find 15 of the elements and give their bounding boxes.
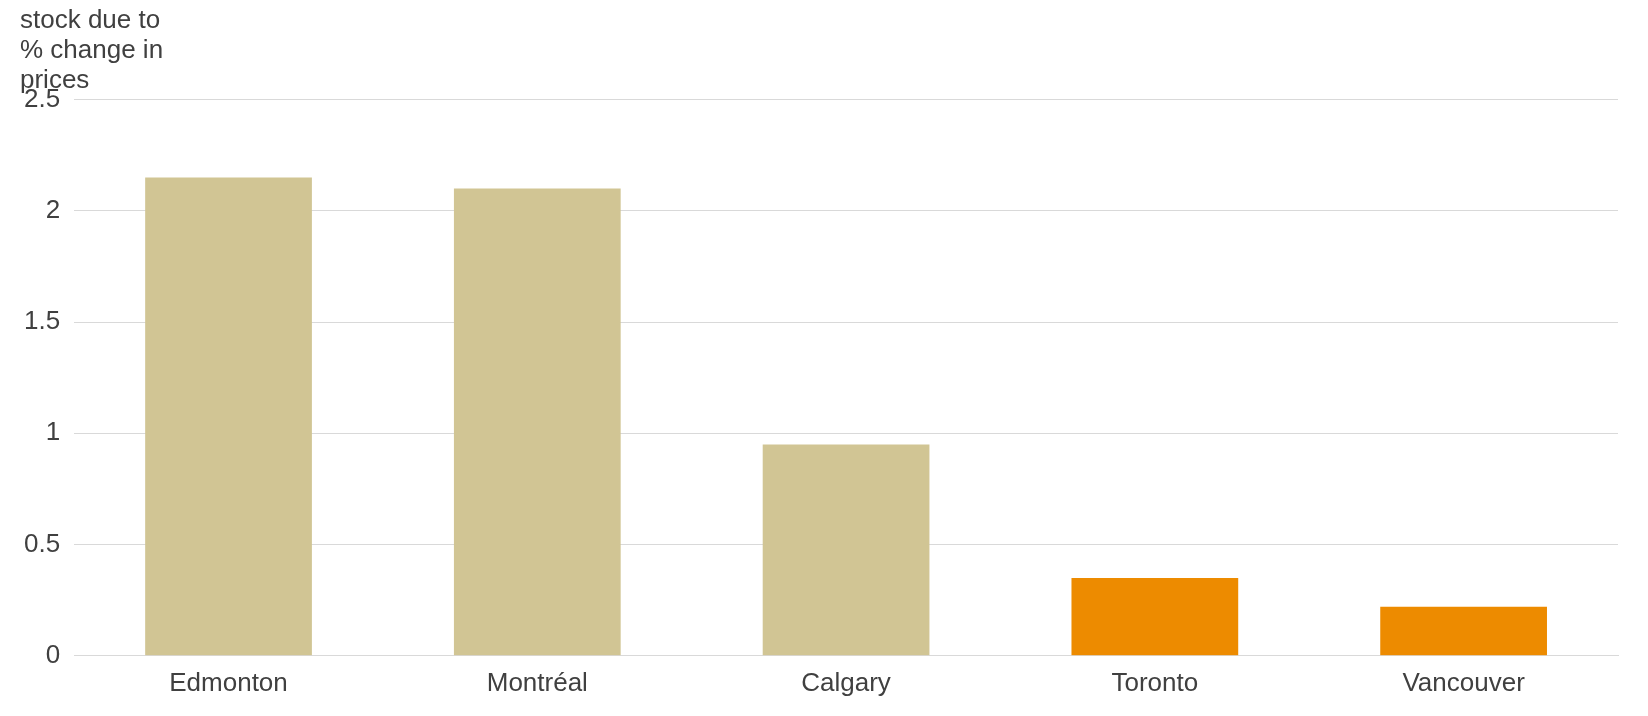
x-tick-label: Vancouver xyxy=(1402,666,1526,697)
bar xyxy=(762,444,930,656)
y-tick-label: 2 xyxy=(45,194,61,225)
bar xyxy=(453,188,621,656)
x-tick-label: Edmonton xyxy=(169,666,288,697)
x-tick-label: Toronto xyxy=(1111,666,1199,697)
x-tick-label: Montréal xyxy=(486,666,588,697)
y-tick-label: 0.5 xyxy=(23,527,61,558)
y-tick-label: 0 xyxy=(45,638,61,669)
y-tick-label: 1 xyxy=(45,416,61,447)
y-tick-label: 1.5 xyxy=(23,305,61,336)
bar xyxy=(1071,577,1239,656)
bar xyxy=(1380,606,1547,656)
bar xyxy=(145,177,312,656)
x-tick-label: Calgary xyxy=(801,666,891,697)
